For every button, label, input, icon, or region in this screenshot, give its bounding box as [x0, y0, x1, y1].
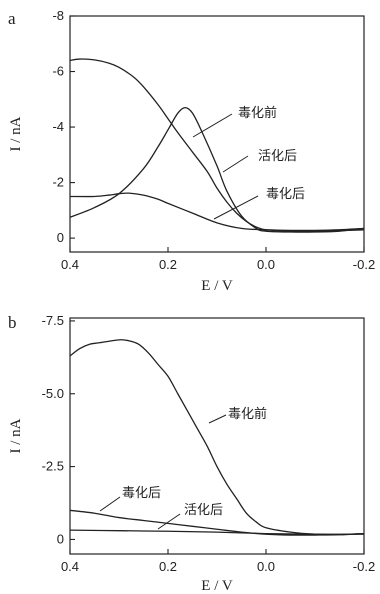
a-series-1-line	[69, 58, 365, 232]
b-ytick-label: -2.5	[42, 459, 64, 474]
panel-a-x-ticks: 0.4 0.2 0.0 -0.2	[61, 247, 375, 272]
a-xtick-label: 0.2	[159, 257, 177, 272]
panel-a-leader-after-activation	[222, 155, 249, 173]
panel-b-curves	[69, 339, 365, 536]
b-series-1-line	[69, 509, 365, 536]
b-series-0-line	[69, 339, 365, 536]
panel-b-x-ticks: 0.4 0.2 0.0 -0.2	[61, 549, 375, 574]
a-series-2-line	[69, 192, 365, 232]
panel-b-plot-frame	[69, 317, 365, 555]
a-ytick-label: 0	[57, 230, 64, 245]
panel-a-leader-after-poison	[213, 195, 259, 220]
a-xtick-label: 0.4	[61, 257, 79, 272]
panel-b-y-axis-title: I / nA	[8, 418, 24, 453]
panel-a-y-ticks: -8 -6 -4 -2 0	[52, 8, 75, 245]
panel-a-label: a	[8, 9, 16, 28]
panel-a-annotation-after-poison: 毒化后	[266, 187, 305, 202]
a-xtick-label: 0.0	[257, 257, 275, 272]
panel-b-leader-after-activation	[157, 513, 181, 530]
b-xtick-label: 0.0	[257, 559, 275, 574]
panel-a-y-axis-title: I / nA	[8, 116, 24, 151]
b-ytick-label: -7.5	[42, 313, 64, 328]
panel-b-label: b	[8, 313, 17, 332]
a-xtick-label: -0.2	[353, 257, 375, 272]
b-xtick-label: 0.2	[159, 559, 177, 574]
panel-b-annotation-after-activation: 活化后	[184, 503, 223, 518]
panel-a-leader-before-poison	[192, 113, 233, 138]
panel-b-annotation-before-poison: 毒化前	[228, 406, 267, 422]
panel-b-xlabel: E / V	[201, 578, 233, 594]
panel-a-ylabel: I / nA	[8, 116, 24, 151]
b-ytick-label: 0	[57, 531, 64, 546]
panel-a-annotation-before-poison: 毒化前	[238, 105, 277, 121]
a-series-0-line	[69, 106, 365, 233]
panel-b-annotation-after-poison: 毒化后	[122, 486, 161, 501]
panel-b-ylabel: I / nA	[8, 418, 24, 453]
panel-a-plot-frame	[69, 15, 365, 253]
b-xtick-label: 0.4	[61, 559, 79, 574]
b-series-2-line	[69, 529, 365, 535]
b-xtick-label: -0.2	[353, 559, 375, 574]
a-ytick-label: -6	[52, 64, 64, 79]
panel-a: a -8 -6 -4 -2 0 0.4 0.2 0.0 -0.2 I / nA E / V 毒…	[8, 8, 375, 294]
a-ytick-label: -4	[52, 119, 64, 134]
panel-b-leader-before-poison	[208, 414, 227, 424]
a-ytick-label: -2	[52, 175, 64, 190]
panel-b: b -7.5 -5.0 -2.5 0 0.4 0.2 0.0 -0.2 I / nA E /…	[8, 313, 375, 594]
panel-a-xlabel: E / V	[201, 278, 233, 294]
a-ytick-label: -8	[52, 8, 64, 23]
panel-a-annotation-after-activation: 活化后	[258, 149, 297, 164]
panel-b-y-ticks: -7.5 -5.0 -2.5 0	[42, 313, 75, 546]
panel-b-leader-after-poison	[99, 496, 121, 512]
b-ytick-label: -5.0	[42, 386, 64, 401]
panel-a-curves	[69, 58, 365, 233]
